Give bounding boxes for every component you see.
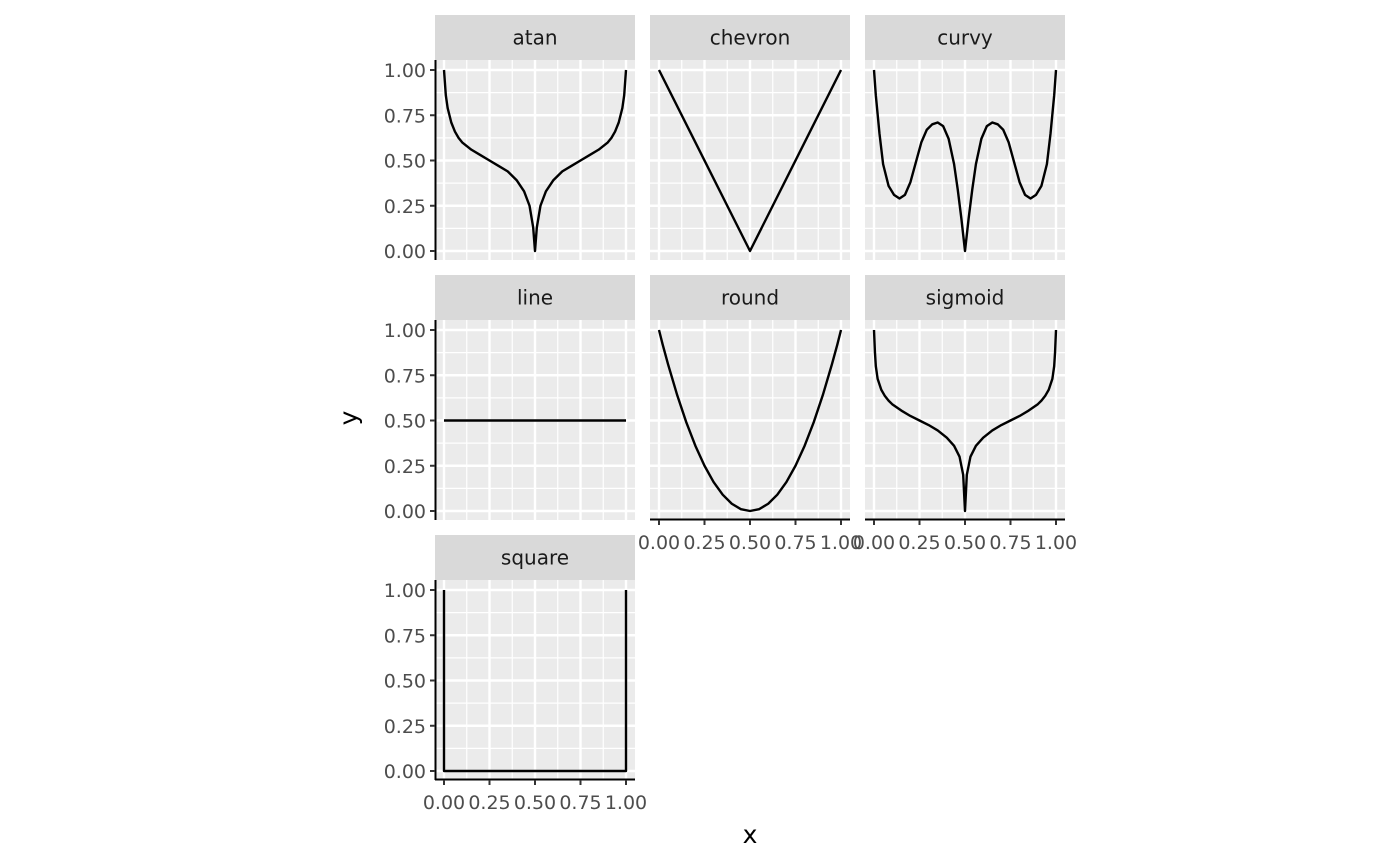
y-tick-label: 0.00: [384, 761, 426, 783]
strip-label: atan: [512, 26, 557, 50]
y-tick-label: 0.00: [384, 501, 426, 523]
y-tick-label: 0.75: [384, 365, 426, 387]
series-line-chevron: [657, 69, 843, 253]
y-tick-label: 0.50: [384, 151, 426, 173]
strip-square: [435, 535, 635, 580]
y-tick-label: 1.00: [384, 60, 426, 82]
x-tick-label: 0.50: [729, 532, 771, 554]
x-tick-label: 0.25: [468, 792, 510, 814]
x-axis-title: x: [743, 820, 758, 849]
x-tick-label: 0.00: [638, 532, 680, 554]
strip-label: square: [501, 546, 569, 570]
x-tick-label: 0.75: [989, 532, 1031, 554]
facet-sigmoid: sigmoid 0.00 0.25 0.50 0.75 1.00: [853, 275, 1077, 554]
x-tick-label: 1.00: [1035, 532, 1077, 554]
series-line-curvy: [872, 69, 1058, 253]
y-tick-label: 1.00: [384, 580, 426, 602]
x-tick-label: 0.00: [423, 792, 465, 814]
facet-atan: atan 0.00 0.25 0.50 0.75 1.00: [384, 15, 635, 263]
series-line-round: [657, 329, 843, 513]
facet-round: round 0.00 0.25 0.50 0.75 1.00: [638, 275, 862, 554]
x-tick-label: 0.50: [514, 792, 556, 814]
x-tick-label: 0.75: [774, 532, 816, 554]
series-line-square: [442, 590, 628, 773]
x-tick-label: 0.25: [898, 532, 940, 554]
series-line-sigmoid: [872, 329, 1058, 513]
strip-label: sigmoid: [926, 286, 1005, 310]
series-line-atan: [442, 69, 628, 253]
x-tick-label: 0.75: [559, 792, 601, 814]
y-tick-label: 0.25: [384, 716, 426, 738]
y-tick-label: 0.25: [384, 456, 426, 478]
y-tick-label: 0.25: [384, 196, 426, 218]
y-axis-title: y: [334, 410, 363, 425]
x-tick-label: 1.00: [820, 532, 862, 554]
strip-label: curvy: [937, 26, 993, 50]
strip-chevron: [650, 15, 850, 60]
facet-line: line 0.00 0.25 0.50 0.75 1.00: [384, 275, 635, 523]
y-tick-label: 0.75: [384, 625, 426, 647]
strip-round: [650, 275, 850, 320]
y-tick-label: 0.50: [384, 671, 426, 693]
strip-curvy: [865, 15, 1065, 60]
strip-atan: [435, 15, 635, 60]
x-tick-label: 1.00: [605, 792, 647, 814]
y-tick-label: 1.00: [384, 320, 426, 342]
x-tick-label: 0.00: [853, 532, 895, 554]
y-tick-label: 0.75: [384, 105, 426, 127]
facet-curvy: curvy: [865, 15, 1065, 260]
x-tick-label: 0.50: [944, 532, 986, 554]
strip-label: line: [517, 286, 553, 310]
strip-line: [435, 275, 635, 320]
strip-label: chevron: [710, 26, 791, 50]
y-tick-label: 0.00: [384, 241, 426, 263]
facet-chevron: chevron: [650, 15, 850, 260]
strip-label: round: [721, 286, 779, 310]
x-tick-label: 0.25: [683, 532, 725, 554]
y-tick-label: 0.50: [384, 411, 426, 433]
strip-sigmoid: [865, 275, 1065, 320]
